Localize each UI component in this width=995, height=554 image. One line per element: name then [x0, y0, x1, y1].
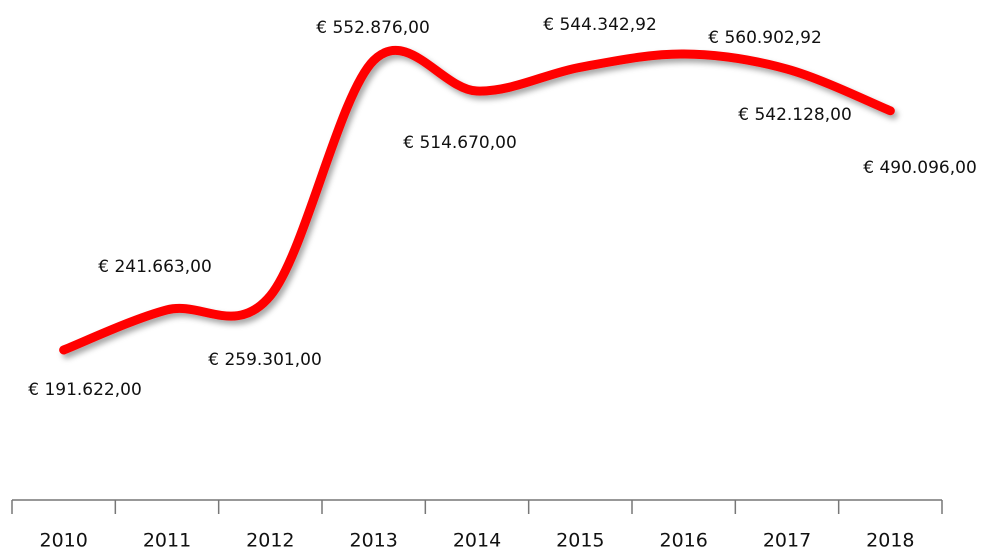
data-label: € 560.902,92: [708, 28, 822, 48]
x-tick-label: 2016: [659, 530, 707, 552]
x-tick-label: 2012: [246, 530, 294, 552]
x-tick-label: 2018: [866, 530, 914, 552]
data-label: € 490.096,00: [863, 158, 977, 178]
x-tick-label: 2013: [349, 530, 397, 552]
x-tick-label: 2014: [453, 530, 501, 552]
data-label: € 191.622,00: [28, 380, 142, 400]
x-tick-label: 2017: [763, 530, 811, 552]
data-label: € 552.876,00: [316, 18, 430, 38]
data-label: € 544.342,92: [543, 15, 657, 35]
line: [59, 45, 895, 355]
data-label: € 542.128,00: [738, 105, 852, 125]
x-tick-label: 2010: [39, 530, 87, 552]
x-tick-label: 2011: [143, 530, 191, 552]
x-tick-label: 2015: [556, 530, 604, 552]
data-label: € 514.670,00: [403, 133, 517, 153]
data-label: € 241.663,00: [98, 257, 212, 277]
data-label: € 259.301,00: [208, 350, 322, 370]
